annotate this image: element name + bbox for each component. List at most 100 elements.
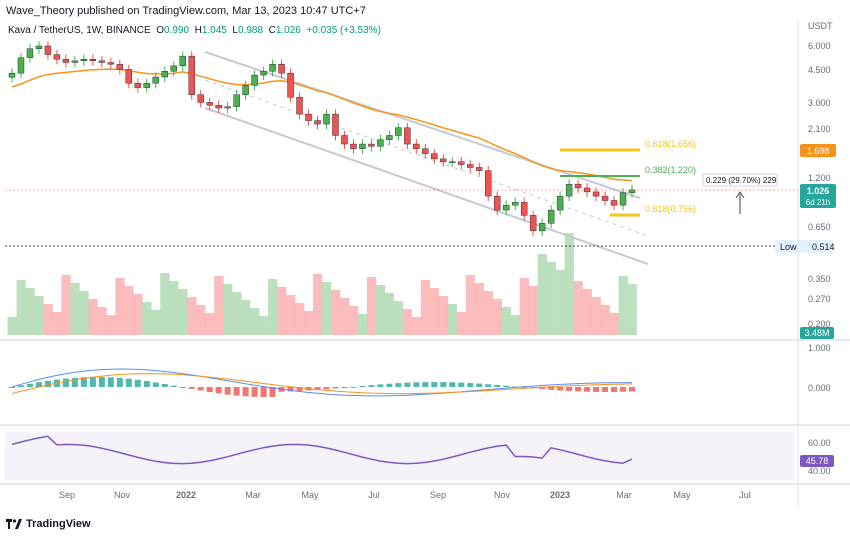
macd-histogram-bar [485,384,492,387]
macd-histogram-bar [620,387,627,392]
volume-bar [304,311,314,335]
time-tick: Nov [494,490,511,500]
candle-body [134,82,141,88]
candle-body [350,143,357,149]
macd-histogram-bar [9,387,15,388]
tradingview-brand[interactable]: TradingView [6,518,91,530]
time-tick: Sep [430,490,446,500]
tradingview-brand-label: TradingView [26,518,91,530]
volume-bar [322,282,332,335]
macd-histogram-bar [494,384,501,387]
macd-histogram-bar [503,385,510,387]
candle-body [44,45,52,55]
high-label: H [194,25,202,36]
ema-polyline [11,68,633,182]
volume-bar [555,270,565,335]
fib-382-label: 0.382(1.220) [645,165,696,175]
rsi-band [5,432,795,480]
time-axis: Sep Nov 2022 Mar May Jul Sep Nov 2023 Mar May Jul [59,490,751,500]
volume-bar [115,278,125,335]
fib-618-label: 0.618(1.656) [645,139,696,149]
price-tick: 0.650 [808,222,831,232]
volume-bar [348,306,359,335]
macd-histogram-bar [584,387,591,392]
macd-histogram-bar [71,377,78,387]
volume-bar [241,300,251,335]
volume-bar [420,280,431,335]
volume-bar [124,286,134,335]
candle-body [152,76,159,84]
macd-histogram-bar [413,382,420,387]
volume-bar [438,296,449,335]
macd-histogram-bar [395,383,402,387]
measure-annotation[interactable]: 0.229 (29.70%) 229 [702,173,778,214]
volume-bar [205,313,215,335]
macd-histogram-bar [593,387,600,392]
candle-body [520,202,528,216]
candles [8,41,636,236]
candle-body [215,105,222,109]
low-badge-value: 0.514 [812,242,835,252]
candle-body [386,135,393,140]
candle-body [143,82,150,88]
macd-histogram-bar [449,382,456,387]
candle-body [206,102,213,106]
macd-histogram-bar [242,387,249,397]
candle-body [296,96,303,115]
volume-bar [510,315,520,335]
volume-bar [313,274,323,335]
volume-bar [79,291,89,335]
rsi-axis-bottom: 40.00 [808,466,831,476]
macd-histogram-bar [89,377,96,387]
candle-body [574,183,582,189]
tradingview-logo-icon [6,519,22,529]
macd-histogram-bar [323,387,330,390]
macd-histogram-bar [233,387,240,396]
macd-histogram-bar [107,377,114,387]
candle-body [8,72,16,78]
macd-axis-zero: 0.000 [808,383,831,393]
macd-histogram-bar [125,378,132,387]
macd-histogram-bar [404,382,411,387]
volume-bar [250,308,260,335]
volume-bar [375,285,386,335]
candle-body [179,55,186,67]
macd-histogram-bar [161,383,168,387]
macd-axis-top: 1.000 [808,343,831,353]
candle-body [323,113,330,125]
candle-body [332,113,339,136]
macd-histogram-bar [557,387,564,391]
macd-histogram-bar [98,377,105,387]
symbol-label[interactable]: Kava / TetherUS, 1W, BINANCE [8,25,151,36]
macd-histogram-bar [251,387,258,397]
volume-bar [546,262,556,335]
volume-bar [151,310,161,335]
volume-bar [25,288,35,335]
candle-body [413,143,420,149]
macd-histogram-bar [440,382,447,387]
candle-body [305,113,312,121]
macd-histogram-bar [386,383,393,387]
candle-body [601,195,609,201]
candle-body [431,153,438,160]
time-tick: Mar [616,490,632,500]
candle-body [17,57,25,74]
low-badge-label: Low [780,242,797,252]
volume-bar [627,284,637,335]
volume-bar [169,281,179,335]
volume-bar [88,299,98,335]
candle-body [592,191,600,197]
macd-histogram-bar [341,387,348,388]
candle-body [458,161,465,165]
volume-bar [429,288,440,335]
candle-body [538,223,546,232]
price-tick: 6.000 [808,41,831,51]
candle-body [404,127,411,145]
macd-histogram-bar [116,377,123,387]
rsi-axis-top: 60.00 [808,438,831,448]
macd-pane [9,368,635,397]
macd-histogram-bar [350,386,357,388]
price-tick: 3.000 [808,98,831,108]
macd-histogram-bar [377,384,384,387]
